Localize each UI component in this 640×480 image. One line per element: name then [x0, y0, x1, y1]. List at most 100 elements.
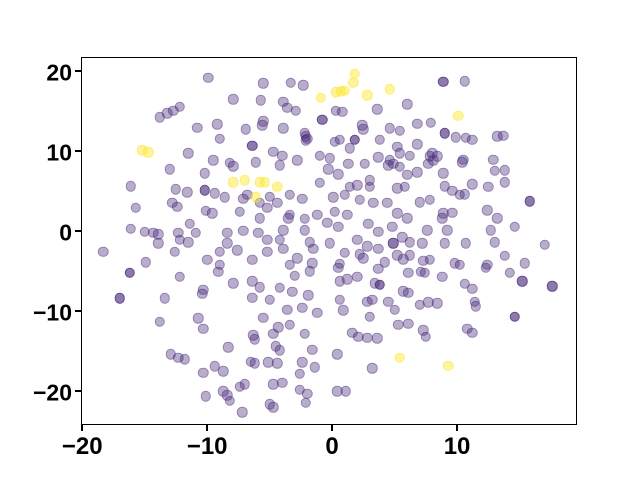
- scatter-point-cluster-purple: [306, 257, 318, 269]
- scatter-point-cluster-purple: [481, 204, 493, 216]
- y-axis-tick-label: 10: [46, 139, 72, 166]
- scatter-point-cluster-purple: [274, 159, 285, 171]
- scatter-point-cluster-purple: [246, 276, 258, 287]
- x-axis-tick: [456, 425, 459, 431]
- scatter-point-cluster-purple: [164, 163, 175, 175]
- scatter-point-cluster-purple: [339, 247, 350, 258]
- scatter-point-cluster-purple: [456, 156, 468, 168]
- scatter-point-cluster-purple: [519, 257, 530, 269]
- y-axis-tick: [75, 149, 81, 152]
- scatter-point-cluster-purple: [361, 240, 373, 252]
- scatter-point-cluster-purple: [364, 311, 375, 322]
- scatter-point-cluster-purple: [179, 354, 190, 365]
- scatter-point-cluster-purple: [174, 101, 185, 112]
- scatter-point-cluster-purple: [438, 168, 449, 179]
- scatter-point-cluster-purple: [539, 239, 550, 250]
- scatter-point-cluster-purple: [271, 197, 283, 209]
- scatter-point-cluster-purple: [460, 237, 472, 249]
- scatter-point-cluster-purple: [358, 252, 369, 264]
- scatter-point-cluster-purple: [299, 213, 310, 225]
- scatter-point-cluster-purple: [389, 304, 400, 315]
- scatter-point-cluster-yellow: [259, 176, 270, 188]
- scatter-point-cluster-purple: [309, 362, 320, 373]
- scatter-point-cluster-purple: [240, 123, 252, 135]
- scatter-point-cluster-purple: [373, 151, 384, 163]
- scatter-point-cluster-purple: [379, 256, 390, 268]
- scatter-point-cluster-purple: [371, 103, 383, 115]
- scatter-point-cluster-purple: [394, 161, 405, 173]
- scatter-point-cluster-purple: [306, 344, 318, 355]
- scatter-point-cluster-purple: [333, 262, 344, 274]
- scatter-point-cluster-purple: [381, 197, 393, 209]
- scatter-point-cluster-purple: [383, 296, 394, 307]
- scatter-point-cluster-purple: [238, 225, 249, 237]
- scatter-point-cluster-yellow: [143, 147, 154, 158]
- scatter-point-cluster-purple: [183, 147, 194, 159]
- scatter-point-cluster-yellow: [250, 192, 262, 203]
- scatter-point-cluster-purple: [401, 99, 413, 110]
- scatter-point-cluster-purple: [321, 217, 333, 229]
- scatter-point-cluster-purple: [334, 294, 345, 306]
- scatter-point-cluster-purple: [374, 279, 385, 290]
- scatter-point-cluster-purple: [250, 156, 262, 168]
- scatter-point-cluster-purple: [441, 224, 453, 236]
- scatter-point-cluster-purple: [459, 188, 470, 200]
- scatter-point-cluster-purple: [249, 358, 260, 369]
- scatter-point-cluster-purple: [296, 357, 308, 368]
- scatter-point-cluster-purple: [198, 323, 209, 335]
- scatter-point-cluster-purple: [258, 115, 269, 127]
- scatter-point-cluster-purple: [223, 341, 234, 353]
- scatter-point-cluster-purple: [298, 79, 309, 91]
- scatter-point-cluster-purple: [516, 276, 528, 287]
- scatter-point-cluster-purple: [236, 406, 248, 418]
- scatter-point-cluster-purple: [423, 158, 434, 169]
- scatter-point-cluster-purple: [290, 105, 302, 116]
- scatter-point-cluster-purple: [329, 136, 340, 148]
- scatter-point-cluster-purple: [284, 209, 295, 221]
- scatter-point-cluster-purple: [169, 246, 180, 258]
- scatter-point-cluster-yellow: [443, 360, 454, 371]
- y-axis-tick: [75, 69, 81, 72]
- scatter-point-cluster-purple: [499, 250, 510, 262]
- scatter-point-cluster-yellow: [394, 352, 405, 363]
- scatter-point-cluster-purple: [401, 212, 413, 224]
- scatter-point-cluster-purple: [258, 78, 269, 89]
- scatter-point-cluster-purple: [329, 206, 340, 217]
- scatter-point-cluster-purple: [231, 244, 243, 256]
- scatter-point-cluster-purple: [394, 147, 405, 159]
- scatter-point-cluster-purple: [153, 237, 164, 249]
- scatter-point-cluster-purple: [198, 367, 209, 379]
- scatter-point-cluster-purple: [234, 206, 245, 217]
- scatter-point-cluster-purple: [403, 318, 414, 330]
- scatter-point-cluster-purple: [284, 189, 295, 201]
- y-axis-tick-label: −20: [32, 379, 72, 406]
- y-axis-tick-label: 0: [59, 219, 72, 246]
- scatter-point-cluster-purple: [190, 227, 202, 238]
- scatter-point-cluster-purple: [196, 288, 208, 299]
- scatter-point-cluster-purple: [124, 267, 135, 278]
- scatter-point-cluster-purple: [300, 397, 312, 408]
- scatter-point-cluster-purple: [296, 302, 308, 314]
- scatter-point-cluster-purple: [509, 311, 520, 322]
- scatter-point-cluster-purple: [246, 254, 258, 266]
- scatter-point-cluster-purple: [234, 381, 245, 392]
- scatter-point-cluster-purple: [344, 143, 355, 154]
- scatter-point-cluster-purple: [214, 133, 225, 145]
- scatter-point-cluster-purple: [333, 221, 344, 233]
- scatter-point-cluster-purple: [246, 140, 258, 152]
- scatter-point-cluster-purple: [228, 94, 239, 105]
- scatter-point-cluster-purple: [416, 237, 428, 249]
- scatter-point-cluster-purple: [221, 237, 233, 249]
- scatter-point-cluster-purple: [221, 227, 233, 238]
- scatter-point-cluster-purple: [285, 77, 297, 88]
- scatter-point-cluster-purple: [209, 188, 220, 199]
- scatter-point-cluster-yellow: [339, 85, 350, 96]
- scatter-point-cluster-purple: [291, 252, 303, 264]
- scatter-point-cluster-purple: [289, 270, 300, 282]
- scatter-point-cluster-purple: [388, 237, 399, 249]
- scatter-point-cluster-yellow: [384, 83, 395, 95]
- scatter-point-cluster-purple: [184, 218, 195, 229]
- scatter-point-cluster-purple: [404, 150, 415, 161]
- scatter-point-cluster-purple: [485, 224, 497, 236]
